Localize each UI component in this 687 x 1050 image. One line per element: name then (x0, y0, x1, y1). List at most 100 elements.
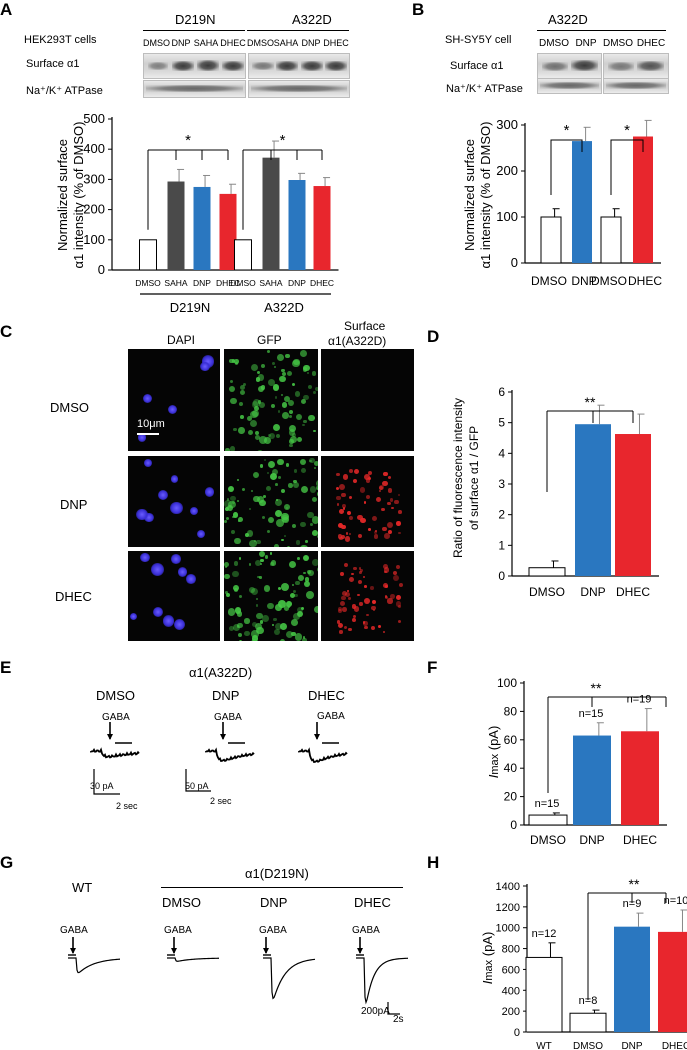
gfp-signal (286, 545, 291, 547)
y-tick-label: 6 (498, 385, 505, 399)
g-title: α1(D219N) (245, 866, 309, 881)
bar (262, 157, 280, 270)
gfp-signal (299, 459, 307, 466)
gfp-signal (288, 424, 297, 432)
stimulus-arrow-head (171, 948, 177, 954)
gfp-signal (309, 523, 313, 526)
y-tick-label: 800 (502, 944, 520, 956)
gfp-signal (280, 583, 289, 592)
surface-signal (364, 585, 367, 588)
nucleus (168, 404, 178, 415)
gfp-signal (238, 594, 242, 598)
a-lane: DMSO (247, 38, 274, 48)
gfp-signal (288, 560, 297, 569)
gfp-signal (274, 629, 281, 636)
chart-h: 0 200 400 600 800 1000 1200 1400 WT DMSO DNP DHEC n=… (480, 876, 687, 1050)
surface-signal (343, 625, 348, 630)
gfp-signal (224, 573, 231, 580)
y-axis-label: Normalized surfaceα1 intensity (% of DMS… (462, 122, 493, 269)
nucleus (170, 501, 183, 515)
gfp-signal (252, 399, 261, 407)
gfp-signal (256, 539, 261, 545)
surface-signal (338, 606, 343, 611)
gfp-signal (295, 540, 301, 545)
gfp-signal (294, 593, 299, 598)
surface-signal (337, 622, 344, 629)
surface-signal (383, 471, 389, 477)
a-group2-header: A322D (292, 12, 332, 27)
gfp-signal (265, 486, 271, 492)
gfp-signal (242, 382, 247, 387)
gfp-signal (259, 499, 266, 506)
b-blot-surface-1 (537, 53, 602, 79)
e-trace-2 (298, 722, 348, 764)
gfp-signal (270, 472, 278, 480)
a-row1-label: Surface α1 (26, 58, 80, 70)
surface-signal (371, 600, 376, 605)
gfp-signal (237, 622, 243, 629)
surface-signal (395, 564, 401, 570)
surface-signal (397, 619, 402, 624)
x-tick-label: SAHA (259, 278, 282, 288)
sig-star: ** (585, 394, 596, 410)
surface-signal (398, 493, 401, 496)
gfp-signal (284, 605, 290, 611)
gfp-signal (256, 627, 264, 635)
x-tick-label: DNP (571, 274, 596, 288)
e-title: α1(A322D) (189, 665, 253, 680)
b-blot-atpase-2 (603, 78, 669, 94)
y-tick-label: 20 (504, 790, 518, 804)
gfp-signal (275, 433, 281, 439)
surface-signal (396, 594, 402, 600)
nucleus (197, 530, 205, 539)
gfp-signal (255, 435, 260, 440)
surface-signal (390, 594, 396, 599)
gfp-signal (277, 475, 281, 479)
surface-signal (339, 483, 345, 490)
bar (614, 926, 650, 1032)
gfp-signal (270, 560, 277, 566)
surface-signal (370, 586, 374, 591)
current-trace (90, 747, 140, 759)
gfp-signal (303, 572, 306, 575)
gfp-signal (231, 530, 235, 534)
gfp-signal (250, 363, 259, 372)
g-title-line (161, 887, 403, 888)
surface-signal (347, 589, 350, 593)
gfp-signal (274, 509, 282, 517)
surface-signal (368, 477, 372, 481)
gfp-signal (237, 611, 243, 617)
b-lane: DMSO (539, 38, 569, 49)
micro-dapi-dnp (128, 456, 220, 547)
surface-signal (378, 490, 381, 493)
gfp-signal (269, 551, 273, 555)
gfp-signal (303, 365, 310, 372)
gfp-signal (273, 617, 277, 622)
bar (525, 956, 563, 1033)
gfp-signal (291, 631, 297, 637)
gfp-signal (283, 503, 291, 511)
gfp-signal (254, 406, 260, 412)
gfp-signal (294, 390, 301, 397)
surface-signal (337, 609, 342, 614)
gfp-signal (313, 391, 316, 394)
surface-signal (342, 607, 347, 613)
y-tick-label: 100 (497, 676, 517, 690)
gfp-signal (267, 516, 274, 523)
gfp-signal (263, 585, 271, 592)
surface-signal (340, 534, 345, 539)
surface-signal (359, 486, 366, 493)
micro-surface-dnp (321, 456, 414, 547)
g-trace-1 (167, 937, 220, 962)
a-cell-label: HEK293T cells (24, 34, 97, 46)
a-group1-header: D219N (175, 12, 216, 27)
c-col-a322d: α1(A322D) (328, 334, 387, 348)
x-tick-label: DNP (580, 585, 605, 599)
gfp-signal (308, 414, 315, 422)
gfp-signal (251, 621, 257, 627)
surface-signal (339, 536, 343, 540)
gfp-signal (300, 468, 306, 474)
surface-signal (375, 496, 382, 503)
gfp-signal (292, 590, 296, 594)
gfp-signal (277, 410, 281, 413)
